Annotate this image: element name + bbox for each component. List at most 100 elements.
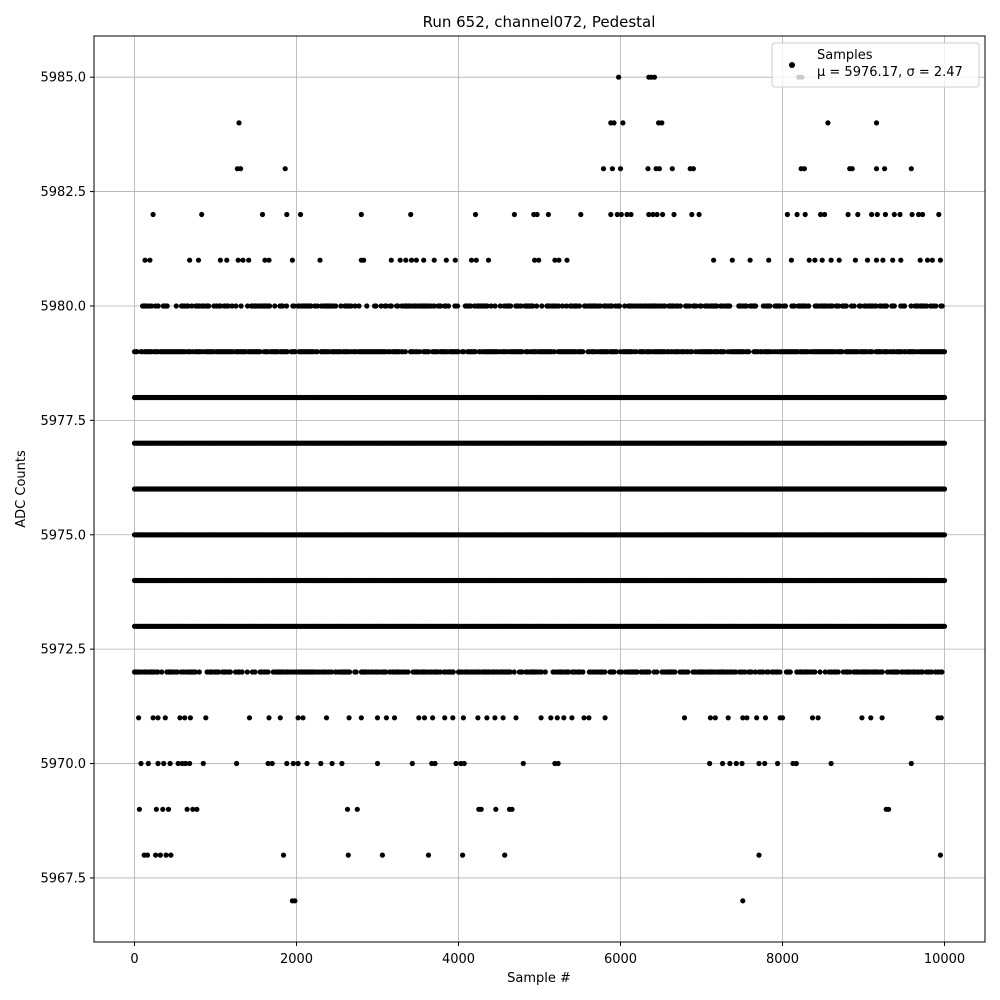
data-point bbox=[185, 303, 191, 309]
data-point bbox=[189, 303, 195, 309]
data-point bbox=[746, 349, 752, 355]
data-point bbox=[829, 303, 835, 309]
data-point bbox=[753, 303, 759, 309]
data-point bbox=[245, 303, 251, 309]
data-point bbox=[348, 303, 354, 309]
data-point bbox=[941, 623, 948, 629]
data-point bbox=[919, 669, 926, 675]
data-point bbox=[353, 669, 359, 675]
data-point bbox=[292, 349, 298, 355]
data-point bbox=[356, 303, 362, 309]
data-point bbox=[438, 303, 444, 309]
data-point bbox=[308, 303, 314, 309]
data-point bbox=[497, 303, 503, 309]
data-point bbox=[616, 303, 623, 309]
data-point bbox=[173, 303, 179, 309]
data-point bbox=[239, 669, 245, 675]
data-point bbox=[693, 303, 699, 309]
data-point bbox=[192, 669, 198, 675]
data-point bbox=[405, 669, 411, 675]
data-point bbox=[364, 303, 370, 309]
data-point bbox=[580, 349, 586, 355]
data-point bbox=[748, 669, 755, 675]
data-point bbox=[727, 303, 733, 309]
data-point bbox=[315, 303, 321, 309]
data-point bbox=[782, 303, 789, 309]
data-point bbox=[765, 669, 771, 675]
data-point bbox=[836, 303, 842, 309]
data-point bbox=[534, 303, 540, 309]
data-point bbox=[908, 303, 914, 309]
data-point bbox=[383, 669, 389, 675]
data-point bbox=[619, 669, 625, 675]
data-point bbox=[847, 669, 853, 675]
data-point bbox=[576, 303, 583, 309]
data-point bbox=[563, 303, 570, 309]
data-point bbox=[280, 303, 286, 309]
data-point bbox=[206, 303, 212, 309]
data-point bbox=[159, 669, 165, 675]
data-point bbox=[164, 303, 170, 309]
data-point bbox=[714, 303, 720, 309]
data-point bbox=[939, 669, 945, 675]
data-point bbox=[806, 303, 812, 309]
data-point bbox=[283, 303, 290, 309]
data-point bbox=[879, 669, 885, 675]
data-point bbox=[244, 669, 250, 675]
data-point bbox=[611, 669, 617, 675]
data-point bbox=[519, 669, 525, 675]
data-point bbox=[851, 303, 857, 309]
data-point bbox=[689, 349, 695, 355]
data-point bbox=[733, 669, 739, 675]
data-point bbox=[760, 669, 766, 675]
data-point bbox=[941, 486, 948, 492]
data-point bbox=[551, 349, 558, 355]
data-points bbox=[131, 74, 948, 904]
data-point bbox=[508, 303, 514, 309]
data-point bbox=[869, 349, 875, 355]
data-point bbox=[388, 303, 394, 309]
chart-title: Run 652, channel072, Pedestal bbox=[423, 13, 656, 31]
data-point bbox=[238, 303, 244, 309]
data-point bbox=[941, 394, 948, 401]
data-point bbox=[646, 669, 652, 675]
data-point bbox=[227, 669, 233, 675]
data-point bbox=[787, 669, 793, 675]
data-point bbox=[597, 303, 603, 309]
data-point bbox=[743, 303, 750, 309]
data-point bbox=[455, 349, 462, 355]
data-point bbox=[614, 349, 620, 355]
data-point bbox=[822, 669, 828, 675]
data-point bbox=[662, 303, 668, 309]
data-point bbox=[155, 669, 161, 675]
data-point bbox=[941, 440, 948, 446]
data-point bbox=[225, 303, 231, 309]
data-point bbox=[843, 303, 849, 309]
data-point bbox=[454, 303, 461, 309]
data-point bbox=[417, 349, 423, 355]
data-point bbox=[895, 669, 901, 675]
data-point bbox=[511, 669, 517, 675]
data-point bbox=[777, 669, 783, 675]
data-point bbox=[941, 349, 948, 355]
data-point bbox=[196, 669, 202, 675]
data-point bbox=[134, 349, 140, 355]
data-point bbox=[229, 303, 235, 309]
data-point bbox=[902, 303, 908, 309]
data-point bbox=[472, 349, 478, 355]
data-point bbox=[634, 669, 640, 675]
data-point bbox=[437, 669, 443, 675]
data-point bbox=[566, 669, 572, 675]
data-point bbox=[858, 303, 864, 309]
data-point bbox=[431, 303, 437, 309]
data-point bbox=[284, 349, 290, 355]
data-point bbox=[450, 669, 456, 675]
data-point bbox=[609, 303, 615, 309]
data-point bbox=[698, 303, 704, 309]
data-point bbox=[272, 303, 278, 309]
data-point bbox=[383, 303, 389, 309]
data-point bbox=[839, 349, 845, 355]
data-point bbox=[314, 349, 320, 355]
